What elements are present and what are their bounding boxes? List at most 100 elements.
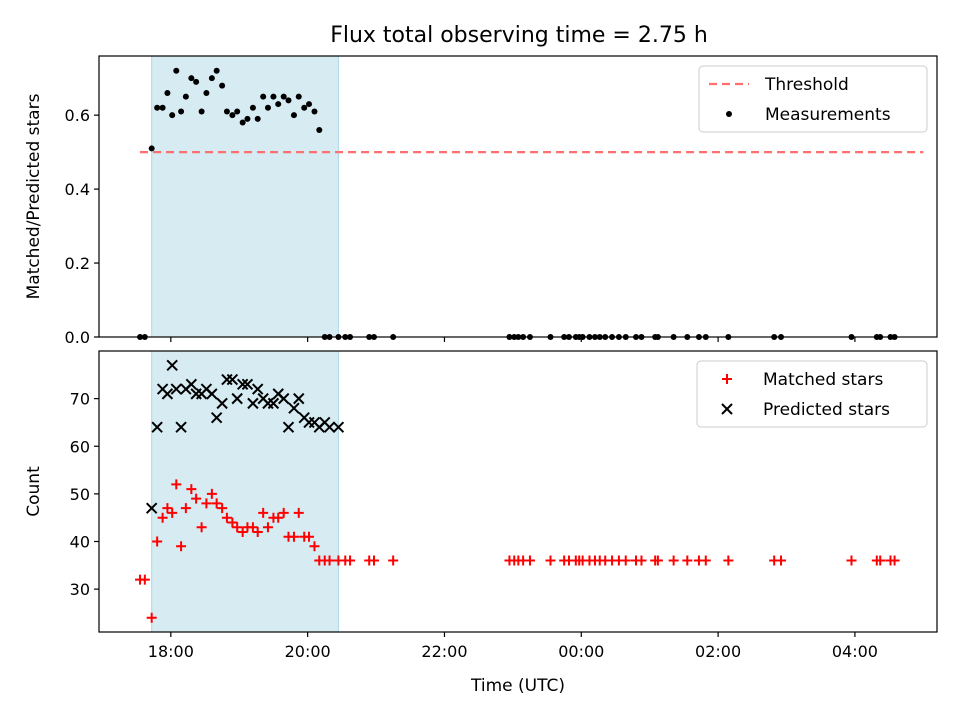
matched-star-point bbox=[875, 555, 886, 566]
matched-star-point bbox=[252, 526, 263, 537]
legend-measurement-swatch bbox=[726, 111, 732, 117]
matched-star-point bbox=[345, 555, 356, 566]
legend-matched-swatch bbox=[722, 374, 732, 384]
legend: Matched stars Predicted stars bbox=[696, 360, 928, 428]
predicted-star-point bbox=[185, 378, 198, 391]
matched-star-point bbox=[217, 503, 228, 514]
legend-predicted-swatch bbox=[721, 403, 733, 415]
matched-star-point bbox=[139, 574, 150, 585]
predicted-star-point bbox=[161, 388, 174, 400]
x-axis-label: Time (UTC) bbox=[470, 676, 565, 696]
matched-star-point bbox=[227, 517, 238, 528]
y-tick-label: 30 bbox=[70, 580, 90, 599]
matched-star-point bbox=[273, 512, 284, 523]
predicted-star-point bbox=[247, 397, 259, 410]
measurement-point bbox=[193, 78, 200, 85]
matched-star-point bbox=[652, 555, 663, 566]
matched-star-point bbox=[723, 555, 734, 566]
chart-title: Flux total observing time = 2.75 h bbox=[330, 23, 708, 48]
matched-star-point bbox=[167, 507, 178, 518]
y-tick-label: 0.0 bbox=[65, 328, 90, 347]
top-panel: 0.0 0.2 0.4 0.6 Matched/Predicted stars Thres… bbox=[24, 55, 938, 347]
matched-star-point bbox=[524, 555, 535, 566]
measurement-point bbox=[219, 82, 226, 89]
predicted-star-point bbox=[151, 421, 163, 433]
series-predicted-stars bbox=[145, 359, 345, 514]
predicted-star-point bbox=[226, 373, 239, 386]
measurement-point bbox=[260, 93, 267, 100]
measurement-point bbox=[159, 104, 166, 111]
matched-star-point bbox=[776, 555, 787, 566]
matched-star-point bbox=[201, 498, 212, 509]
matched-star-point bbox=[247, 522, 258, 533]
matched-star-point bbox=[221, 512, 232, 523]
measurement-point bbox=[223, 108, 230, 115]
matched-star-point bbox=[369, 555, 380, 566]
matched-star-point bbox=[668, 555, 679, 566]
series-matched-stars bbox=[135, 479, 900, 623]
predicted-star-point bbox=[206, 388, 218, 400]
measurement-point bbox=[270, 93, 277, 100]
measurement-point bbox=[173, 67, 180, 74]
predicted-star-point bbox=[236, 378, 249, 391]
legend-label: Predicted stars bbox=[763, 400, 890, 420]
matched-star-point bbox=[157, 512, 168, 523]
measurement-point bbox=[154, 104, 161, 111]
predicted-star-point bbox=[277, 392, 290, 405]
y-tick-label: 60 bbox=[70, 437, 90, 456]
measurement-point bbox=[316, 126, 323, 133]
predicted-star-point bbox=[267, 397, 280, 410]
matched-star-point bbox=[288, 531, 299, 542]
predicted-star-point bbox=[231, 392, 243, 405]
predicted-star-point bbox=[145, 502, 158, 514]
matched-star-point bbox=[293, 507, 304, 518]
predicted-star-point bbox=[288, 402, 300, 414]
matched-star-point bbox=[324, 555, 335, 566]
x-tick-label: 02:00 bbox=[695, 642, 741, 661]
y-axis-label: Matched/Predicted stars bbox=[24, 93, 44, 299]
measurement-point bbox=[182, 93, 189, 100]
y-tick-label: 40 bbox=[70, 533, 90, 552]
y-tick-label: 70 bbox=[70, 390, 90, 409]
measurement-point bbox=[290, 112, 297, 119]
measurement-point bbox=[280, 93, 287, 100]
measurement-point bbox=[178, 108, 185, 115]
x-tick-label: 20:00 bbox=[285, 642, 331, 661]
matched-star-point bbox=[232, 522, 243, 533]
predicted-star-point bbox=[241, 378, 254, 391]
matched-star-point bbox=[171, 479, 182, 490]
matched-star-point bbox=[388, 555, 399, 566]
x-tick-label: 00:00 bbox=[558, 642, 604, 661]
matched-star-point bbox=[191, 493, 202, 504]
legend-box bbox=[696, 360, 928, 428]
matched-star-point bbox=[258, 507, 269, 518]
matched-star-point bbox=[237, 526, 248, 537]
measurement-point bbox=[234, 108, 241, 115]
measurement-point bbox=[188, 75, 195, 82]
matched-star-point bbox=[180, 503, 191, 514]
y-tick-label: 0.4 bbox=[65, 180, 90, 199]
matched-star-point bbox=[206, 488, 217, 499]
measurement-point bbox=[311, 108, 318, 115]
x-tick-label: 04:00 bbox=[832, 642, 878, 661]
legend-label: Matched stars bbox=[763, 370, 883, 390]
matched-star-point bbox=[262, 522, 273, 533]
predicted-star-point bbox=[323, 421, 336, 433]
predicted-star-point bbox=[251, 383, 264, 395]
matched-star-point bbox=[162, 503, 173, 514]
measurement-point bbox=[306, 101, 313, 108]
matched-star-point bbox=[186, 484, 197, 495]
y-axis-label: Count bbox=[24, 466, 44, 517]
matched-star-point bbox=[196, 522, 207, 533]
measurement-point bbox=[213, 67, 220, 74]
measurement-point bbox=[203, 89, 210, 96]
measurement-point bbox=[164, 89, 171, 96]
observing-span-shade bbox=[151, 350, 339, 633]
measurement-point bbox=[169, 112, 176, 119]
measurement-point bbox=[295, 93, 302, 100]
measurement-point bbox=[285, 97, 292, 104]
predicted-star-point bbox=[332, 421, 345, 433]
predicted-star-point bbox=[293, 392, 305, 405]
measurement-point bbox=[198, 108, 205, 115]
measurement-point bbox=[301, 104, 308, 111]
